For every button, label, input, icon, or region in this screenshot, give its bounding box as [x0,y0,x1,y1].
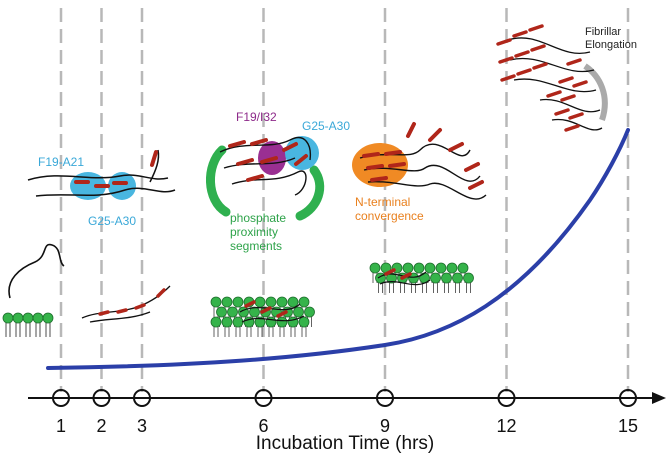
lipid-tail [466,283,471,293]
stage-1-peptide-and-lipids [2,243,65,337]
circle-marker-icon [497,389,516,407]
stage-6-contact-region: F19/I32 G25-A30 phosphate proximity segm… [206,110,350,253]
stage-9-contact-region: N-terminal convergence [352,122,487,223]
lipid-layer [2,312,54,337]
lipid-tail [257,327,263,337]
lipid-tail [290,327,296,337]
contact-blob-g25-a30-right [285,136,319,170]
lipid-headgroup [221,296,233,308]
stage-2-contact-region: F19-A21 G25-A30 [27,149,176,228]
lipid-headgroup [369,262,381,274]
lipid-headgroup [287,296,299,308]
tick-label-1: 1 [56,416,66,436]
label-f19-a21: F19-A21 [38,155,84,169]
lipid-headgroup [435,262,447,274]
lipid-headgroup [232,316,244,328]
lipid-headgroup [254,316,266,328]
label-g25-a30-left: G25-A30 [88,214,136,228]
lipid-tail [455,283,460,293]
lipid-tail [378,283,383,293]
lipid-headgroup [210,316,222,328]
tick-label-9: 9 [380,416,390,436]
contact-blob-f19-a21 [70,172,106,200]
lipid-headgroup [408,272,419,284]
stage-6-membrane-bound [210,296,315,337]
circle-marker-icon [254,389,273,407]
label-phosphate-3: segments [230,239,282,253]
lipid-headgroup [298,296,310,308]
lipid-tail [268,327,274,337]
tick-label-3: 3 [137,416,147,436]
label-nterm-1: N-terminal [355,195,410,209]
lipid-headgroup [232,296,244,308]
lipid-headgroup [216,306,227,318]
tick-label-15: 15 [618,416,638,436]
lipid-headgroup [298,316,310,328]
label-fibrillar-1: Fibrillar [585,26,621,38]
label-g25-a30-right: G25-A30 [302,119,350,133]
lipid-headgroup [413,262,425,274]
lipid-tail [235,327,241,337]
lipid-tail [301,327,307,337]
stage-12-fibril: Fibrillar Elongation [496,24,637,132]
aggregation-curve [46,128,630,370]
stage-2-membrane-bound [81,285,171,323]
lipid-headgroup [441,272,452,284]
lipid-headgroup [452,272,463,284]
lipid-headgroup [293,306,304,318]
stage-9-membrane-bound [369,262,474,293]
label-phosphate-1: phosphate [230,211,286,225]
lipid-headgroup [254,296,266,308]
lipid-tail [444,283,449,293]
axis-arrowhead-icon [652,392,666,404]
circle-marker-icon [133,389,151,407]
label-phosphate-2: proximity [230,225,278,239]
circle-marker-icon [619,389,637,407]
tick-label-6: 6 [258,416,268,436]
lipid-tail [213,327,219,337]
lipid-headgroup [265,296,277,308]
tick-label-12: 12 [496,416,516,436]
lipid-headgroup [402,262,414,274]
lipid-tail [433,283,438,293]
lipid-headgroup [265,316,277,328]
lipid-tail [279,327,285,337]
label-f19-i32: F19/I32 [236,110,277,124]
time-guide-lines [59,8,630,392]
axis-title: Incubation Time (hrs) [256,433,434,454]
circle-marker-icon [376,389,394,407]
tick-markers [52,389,637,407]
label-nterm-2: convergence [355,209,424,223]
lipid-tail [224,327,230,337]
lipid-headgroup [210,296,222,308]
tick-labels: 1 2 3 6 9 12 15 [56,416,638,436]
lipid-tail [389,283,394,293]
lipid-tail [246,327,252,337]
lipid-headgroup [276,316,288,328]
lipid-headgroup [457,262,469,274]
lipid-tail [400,283,405,293]
circle-marker-icon [52,389,70,407]
lipid-headgroup [227,306,238,318]
peptide-chain [8,243,65,299]
lipid-headgroup [446,262,458,274]
lipid-headgroup [424,262,436,274]
lipid-headgroup [430,272,441,284]
lipid-headgroup [276,296,288,308]
tick-label-2: 2 [96,416,106,436]
lipid-headgroup [249,306,260,318]
lipid-headgroup [463,272,474,284]
lipid-headgroup [304,306,315,318]
label-fibrillar-2: Elongation [585,39,637,51]
circle-marker-icon [92,389,111,407]
lipid-tail [422,283,427,293]
lipid-headgroup [221,316,233,328]
